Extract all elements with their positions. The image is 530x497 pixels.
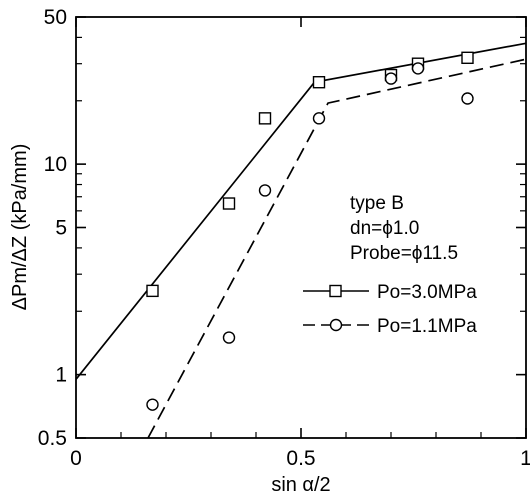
y-tick-label: 0.5 bbox=[38, 427, 67, 450]
legend-marker-square bbox=[329, 284, 342, 298]
data-markers bbox=[146, 51, 474, 411]
fit-line-series-1 bbox=[147, 58, 527, 439]
y-tick-label: 50 bbox=[44, 6, 67, 29]
data-point-square bbox=[312, 76, 326, 89]
legend-marker-circle bbox=[329, 318, 343, 332]
data-point-circle bbox=[258, 184, 272, 197]
data-point-square bbox=[258, 112, 272, 125]
data-point-square bbox=[146, 284, 159, 298]
y-axis-label: ΔPm/ΔZ (kPa/mm) bbox=[9, 144, 31, 311]
data-point-circle bbox=[411, 62, 425, 75]
data-point-square bbox=[461, 51, 474, 64]
x-tick-label: 1 bbox=[520, 447, 530, 470]
data-point-circle bbox=[461, 92, 474, 105]
y-tick-label: 10 bbox=[44, 153, 67, 176]
y-tick-label: 5 bbox=[55, 217, 67, 240]
data-point-circle bbox=[146, 398, 159, 411]
fit-lines bbox=[75, 42, 527, 439]
x-tick-label: 0.5 bbox=[286, 447, 315, 470]
annotation-probe: Probe=ϕ11.5 bbox=[350, 243, 458, 264]
data-point-circle bbox=[312, 112, 326, 125]
data-point-circle bbox=[222, 331, 236, 344]
x-tick-label: 0 bbox=[70, 447, 82, 470]
annotation-type: type B bbox=[350, 193, 404, 214]
legend: Po=3.0MPa Po=1.1MPa bbox=[303, 282, 477, 337]
x-axis-label: sin α/2 bbox=[271, 474, 330, 496]
legend-label-po-3-0: Po=3.0MPa bbox=[377, 282, 477, 303]
annotation-block: type B dn=ϕ1.0 Probe=ϕ11.5 bbox=[350, 193, 458, 264]
annotation-dn: dn=ϕ1.0 bbox=[350, 218, 419, 239]
data-point-circle bbox=[384, 72, 398, 85]
legend-label-po-1-1: Po=1.1MPa bbox=[377, 316, 477, 337]
plot-frame bbox=[75, 16, 527, 439]
data-point-square bbox=[222, 197, 236, 210]
y-tick-label: 1 bbox=[55, 364, 67, 387]
